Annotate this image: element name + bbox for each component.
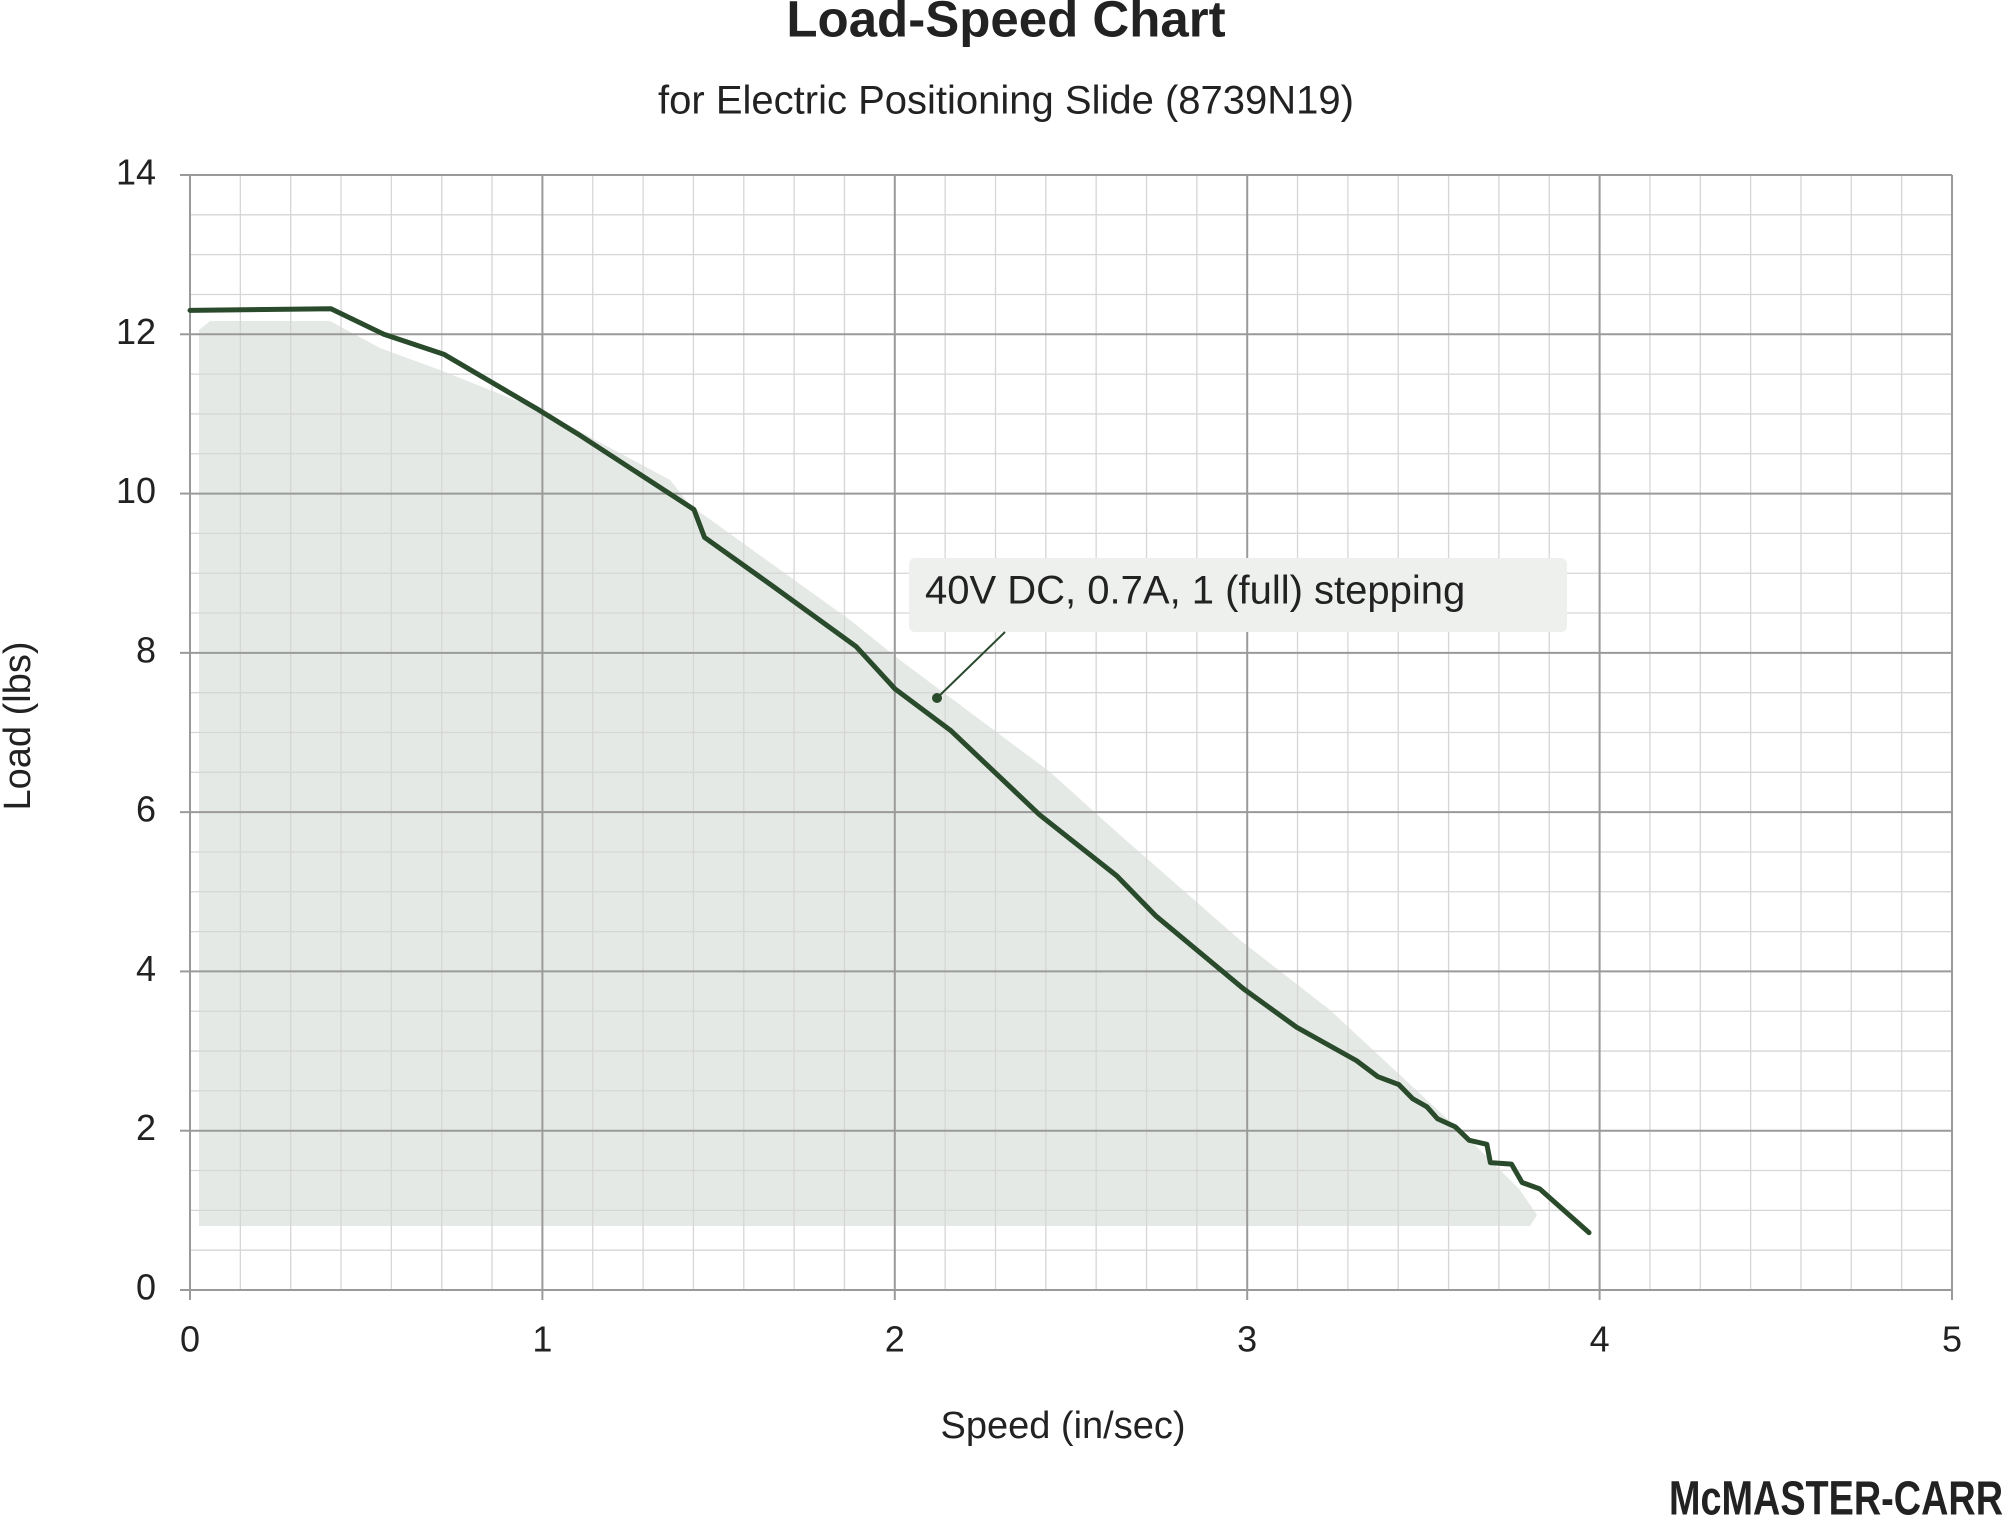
logo: McMASTER-CARR — [1669, 1473, 2003, 1526]
y-tick-label: 14 — [116, 152, 156, 193]
x-tick-label: 0 — [180, 1319, 200, 1360]
annotation-box — [909, 558, 1567, 632]
y-tick-label: 0 — [136, 1267, 156, 1308]
x-axis-label: Speed (in/sec) — [940, 1405, 1185, 1447]
x-tick-label: 4 — [1590, 1319, 1610, 1360]
y-tick-label: 10 — [116, 470, 156, 511]
operating-area — [199, 321, 1537, 1226]
annotation-dot — [932, 693, 942, 703]
y-tick-label: 12 — [116, 311, 156, 352]
y-tick-label: 8 — [136, 629, 156, 670]
data-line — [187, 306, 1592, 1236]
annotation-label: 40V DC, 0.7A, 1 (full) stepping — [925, 569, 1465, 613]
y-axis-label: Load (lbs) — [0, 642, 39, 811]
y-tick-label: 6 — [136, 789, 156, 830]
x-tick-label: 3 — [1237, 1319, 1257, 1360]
x-tick-label: 2 — [885, 1319, 905, 1360]
plot — [187, 306, 1592, 1236]
x-tick-label: 1 — [532, 1319, 552, 1360]
chart-subtitle: for Electric Positioning Slide (8739N19) — [658, 79, 1354, 123]
y-tick-label: 4 — [136, 948, 156, 989]
y-tick-label: 2 — [136, 1107, 156, 1148]
annotation-pointer — [936, 631, 1006, 699]
x-tick-label: 5 — [1942, 1319, 1962, 1360]
chart-title: Load-Speed Chart — [786, 0, 1225, 47]
